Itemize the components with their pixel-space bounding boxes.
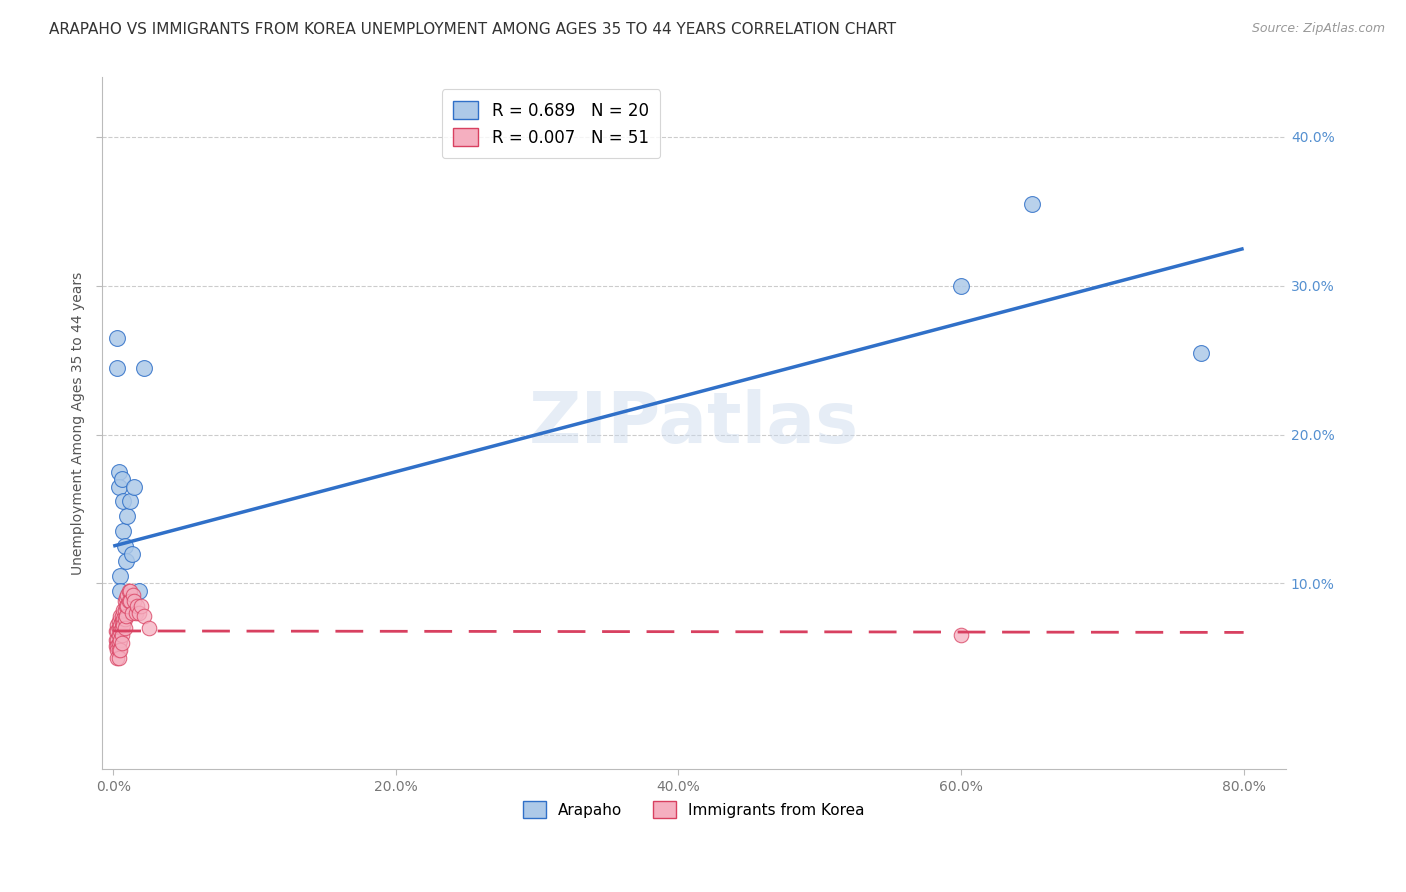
Point xyxy=(121,547,143,561)
Point xyxy=(107,643,129,657)
Point xyxy=(950,628,973,642)
Point xyxy=(110,569,132,583)
Point xyxy=(117,509,139,524)
Point xyxy=(114,612,136,626)
Point xyxy=(107,639,129,653)
Point xyxy=(114,594,136,608)
Point xyxy=(115,599,138,613)
Point xyxy=(105,624,128,638)
Point xyxy=(108,650,131,665)
Point xyxy=(111,628,134,642)
Point xyxy=(108,636,131,650)
Point xyxy=(107,650,129,665)
Point xyxy=(110,618,132,632)
Point xyxy=(120,583,142,598)
Point xyxy=(107,624,129,638)
Point xyxy=(115,609,138,624)
Point xyxy=(110,643,132,657)
Point xyxy=(111,615,134,629)
Point xyxy=(118,583,141,598)
Point xyxy=(111,636,134,650)
Text: Source: ZipAtlas.com: Source: ZipAtlas.com xyxy=(1251,22,1385,36)
Point xyxy=(110,632,132,647)
Legend: Arapaho, Immigrants from Korea: Arapaho, Immigrants from Korea xyxy=(517,795,870,824)
Point xyxy=(110,624,132,638)
Point xyxy=(108,621,131,635)
Point xyxy=(108,480,131,494)
Point xyxy=(128,606,150,620)
Point xyxy=(114,539,136,553)
Point xyxy=(110,609,132,624)
Point xyxy=(108,643,131,657)
Point xyxy=(105,639,128,653)
Point xyxy=(1021,197,1043,211)
Point xyxy=(112,494,135,508)
Point xyxy=(122,588,145,602)
Point xyxy=(138,621,160,635)
Point xyxy=(105,632,128,647)
Point xyxy=(107,360,129,375)
Point xyxy=(112,603,135,617)
Point xyxy=(111,621,134,635)
Point xyxy=(125,606,148,620)
Point xyxy=(134,360,156,375)
Point xyxy=(112,524,135,539)
Point xyxy=(117,588,139,602)
Point xyxy=(1189,345,1212,359)
Point xyxy=(115,591,138,606)
Point xyxy=(120,594,142,608)
Text: ZIPatlas: ZIPatlas xyxy=(529,389,859,458)
Point xyxy=(121,606,143,620)
Point xyxy=(111,609,134,624)
Point xyxy=(108,628,131,642)
Point xyxy=(128,583,150,598)
Point xyxy=(107,618,129,632)
Point xyxy=(124,480,146,494)
Point xyxy=(120,494,142,508)
Point xyxy=(112,618,135,632)
Point xyxy=(134,609,156,624)
Point xyxy=(950,278,973,293)
Point xyxy=(114,621,136,635)
Point xyxy=(107,331,129,345)
Point xyxy=(115,554,138,568)
Point xyxy=(112,612,135,626)
Text: ARAPAHO VS IMMIGRANTS FROM KOREA UNEMPLOYMENT AMONG AGES 35 TO 44 YEARS CORRELAT: ARAPAHO VS IMMIGRANTS FROM KOREA UNEMPLO… xyxy=(49,22,897,37)
Point xyxy=(108,465,131,479)
Point xyxy=(127,599,149,613)
Point xyxy=(108,614,131,628)
Point xyxy=(117,599,139,613)
Point xyxy=(131,599,153,613)
Point xyxy=(114,603,136,617)
Point xyxy=(118,594,141,608)
Point xyxy=(107,632,129,647)
Y-axis label: Unemployment Among Ages 35 to 44 years: Unemployment Among Ages 35 to 44 years xyxy=(72,272,86,575)
Point xyxy=(111,472,134,486)
Point xyxy=(110,583,132,598)
Point xyxy=(124,594,146,608)
